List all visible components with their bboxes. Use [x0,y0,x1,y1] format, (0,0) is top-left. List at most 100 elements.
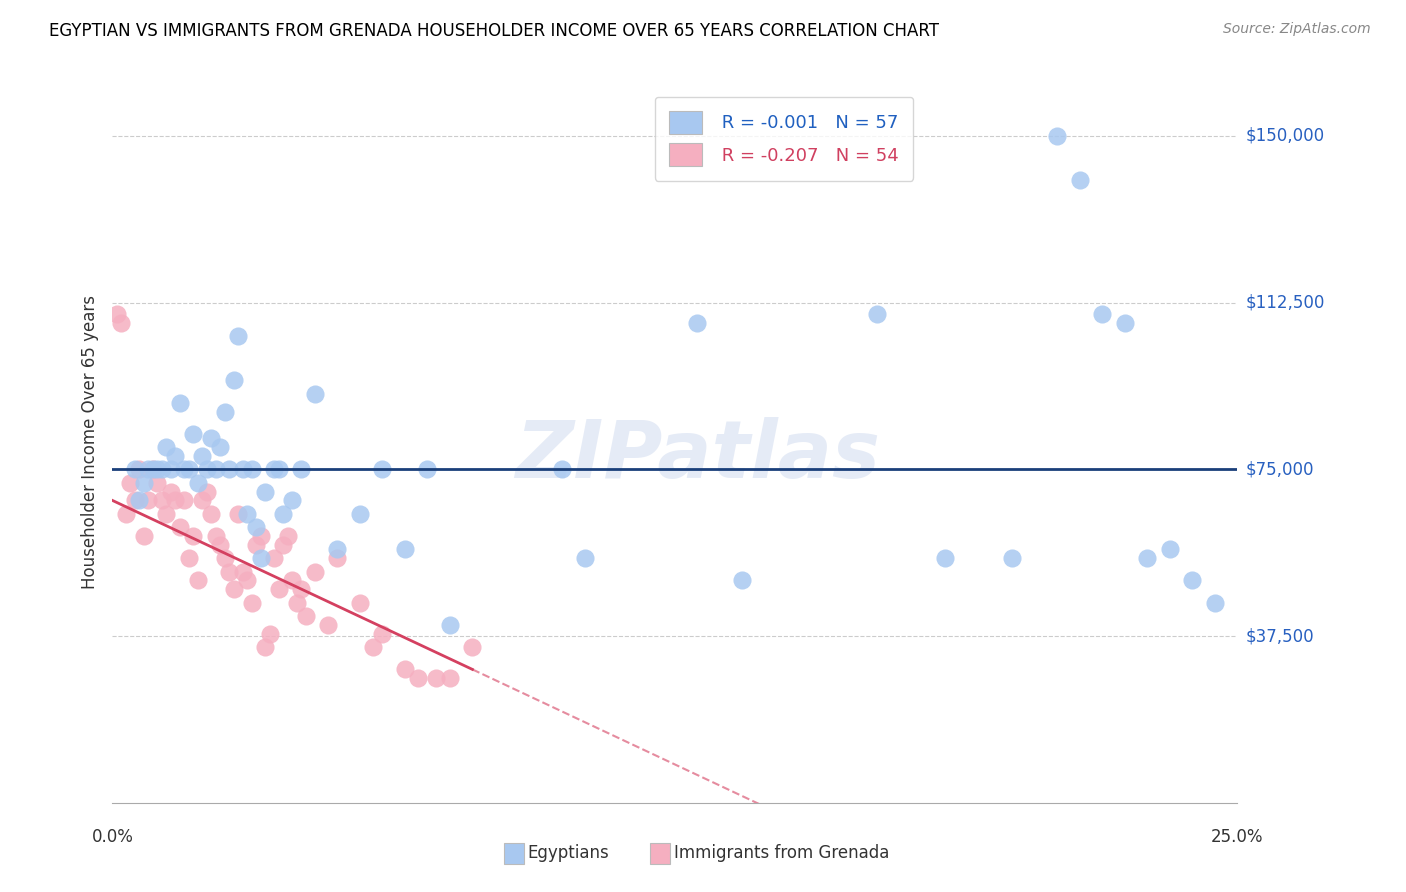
Point [240,462,263,476]
Point [146,475,169,490]
Point [866,307,889,321]
Point [1091,307,1114,321]
Point [731,574,754,588]
Point [128,493,150,508]
Point [304,386,326,401]
Point [439,618,461,632]
Point [408,671,430,685]
Point [574,551,596,566]
Point [318,618,340,632]
Point [281,574,304,588]
Point [273,507,295,521]
Point [124,493,146,508]
Point [120,475,142,490]
Point [200,431,222,445]
Point [165,449,187,463]
Point [165,493,187,508]
Y-axis label: Householder Income Over 65 years: Householder Income Over 65 years [82,294,100,589]
Legend:  R = -0.001   N = 57,  R = -0.207   N = 54: R = -0.001 N = 57, R = -0.207 N = 54 [655,96,914,181]
Point [124,462,146,476]
Point [1204,596,1226,610]
Point [132,475,155,490]
Point [191,449,214,463]
Point [232,565,254,579]
Point [173,493,195,508]
Point [183,529,205,543]
Point [132,529,155,543]
Point [200,507,222,521]
Text: 0.0%: 0.0% [91,828,134,846]
Point [191,493,214,508]
Point [686,316,709,330]
Point [326,542,349,557]
Text: Egyptians: Egyptians [527,845,609,863]
Point [1069,173,1091,187]
Text: 25.0%: 25.0% [1211,828,1264,846]
Point [295,609,318,624]
Text: Source: ZipAtlas.com: Source: ZipAtlas.com [1223,22,1371,37]
Point [250,529,273,543]
Text: $112,500: $112,500 [1246,293,1324,311]
Text: $37,500: $37,500 [1246,627,1315,645]
Point [250,551,273,566]
Point [160,462,183,476]
Point [228,329,250,343]
Point [232,462,254,476]
Point [177,551,200,566]
Point [150,462,173,476]
Point [394,542,416,557]
Text: $150,000: $150,000 [1246,127,1324,145]
Text: EGYPTIAN VS IMMIGRANTS FROM GRENADA HOUSEHOLDER INCOME OVER 65 YEARS CORRELATION: EGYPTIAN VS IMMIGRANTS FROM GRENADA HOUS… [49,22,939,40]
Point [236,507,259,521]
Point [277,529,299,543]
Point [349,596,371,610]
Point [461,640,484,655]
Point [177,462,200,476]
Point [290,462,312,476]
Point [273,538,295,552]
Point [240,596,263,610]
Point [195,462,218,476]
Point [169,395,191,409]
Point [128,462,150,476]
Point [205,462,228,476]
Point [349,507,371,521]
Point [254,640,277,655]
Point [146,462,169,476]
Point [304,565,326,579]
Point [551,462,574,476]
Point [326,551,349,566]
Point [169,520,191,534]
Point [394,662,416,676]
Point [263,462,285,476]
Point [218,462,240,476]
Point [150,493,173,508]
Point [214,551,236,566]
Point [142,462,165,476]
Point [105,307,128,321]
Point [285,596,308,610]
Point [138,493,160,508]
Point [254,484,277,499]
Point [209,440,232,454]
FancyBboxPatch shape [503,843,524,864]
Point [371,627,394,641]
FancyBboxPatch shape [650,843,671,864]
Point [236,574,259,588]
Point [155,507,177,521]
Point [214,404,236,418]
Point [245,538,267,552]
Point [183,426,205,441]
Point [187,574,209,588]
Point [1001,551,1024,566]
Point [1181,574,1204,588]
Point [371,462,394,476]
Point [187,475,209,490]
Point [173,462,195,476]
Point [425,671,447,685]
Text: $75,000: $75,000 [1246,460,1315,478]
Point [138,462,160,476]
Point [218,565,240,579]
Point [263,551,285,566]
Point [222,582,245,597]
